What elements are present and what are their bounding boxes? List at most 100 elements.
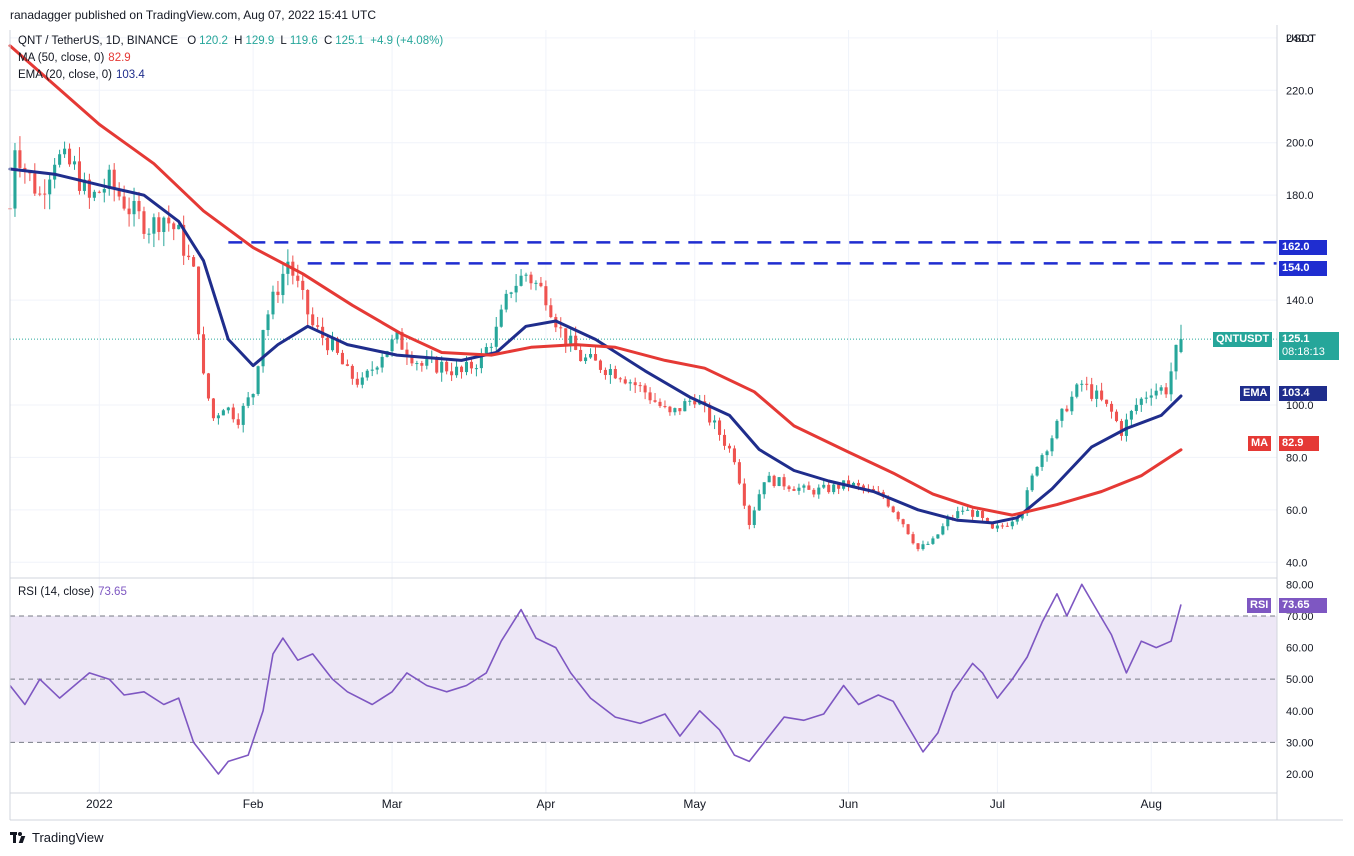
rsi-band [10, 615, 1277, 743]
candle-body [445, 361, 449, 372]
candle-body [618, 378, 622, 380]
candle-body [1090, 384, 1094, 399]
tradingview-logo-icon [10, 832, 28, 843]
tradingview-logo[interactable]: TradingView [10, 830, 104, 845]
symbol-label: QNT / TetherUS, 1D, BINANCE [18, 35, 178, 47]
candle-body [241, 405, 245, 425]
rsi-tick-label: 30.00 [1286, 737, 1314, 749]
rsi-tag-label: RSI [1247, 598, 1272, 613]
rsi-tick-label: 60.00 [1286, 643, 1314, 655]
candle-body [921, 544, 925, 550]
candle-body [1095, 390, 1099, 399]
candle-body [1005, 525, 1009, 527]
rsi-tick-label: 70.00 [1286, 611, 1314, 623]
candle-body [211, 398, 215, 419]
candle-body [266, 314, 270, 331]
candle-body [102, 189, 106, 193]
candle-body [1149, 395, 1153, 398]
candle-body [718, 420, 722, 435]
candle-body [941, 526, 945, 535]
candle-body [335, 338, 340, 353]
ma-tag-label: MA [1248, 436, 1272, 451]
candle-body [395, 332, 399, 340]
candle-body [405, 349, 409, 357]
candle-body [1035, 466, 1039, 476]
candle-body [976, 510, 980, 517]
candle-body [301, 280, 305, 290]
candle-body [569, 335, 573, 345]
candle-body [469, 361, 473, 369]
candle-body [350, 365, 354, 379]
candle-body [1105, 399, 1109, 404]
rsi-line [9, 583, 1182, 775]
candle-body [82, 179, 86, 191]
symbol-tag: QNTUSDT [1213, 332, 1273, 347]
candle-body [608, 369, 612, 376]
candle-body [221, 410, 225, 416]
candle-body [246, 397, 250, 406]
candle-body [256, 366, 260, 395]
candle-body [911, 534, 915, 544]
candle-body [1109, 403, 1114, 412]
candle-body [1139, 398, 1143, 405]
candle-body [534, 282, 538, 284]
high-value: 129.9 [245, 35, 275, 47]
candle-body [559, 327, 563, 329]
candle-body [499, 309, 503, 327]
ohlc-legend: QNT / TetherUS, 1D, BINANCE O 120.2 H 129.… [18, 35, 446, 47]
ma-legend-label: MA (50, close, 0) [18, 52, 105, 64]
candle-body [827, 484, 831, 493]
candle-body [410, 356, 414, 364]
last-price-value: 125.1 [1282, 333, 1310, 345]
candle-body [479, 353, 483, 369]
candle-body [549, 305, 553, 318]
last-price-tag: 125.1 08:18:13 [1279, 332, 1339, 360]
candlestick-series [8, 136, 1183, 552]
candle-body [544, 286, 548, 306]
candle-body [172, 223, 176, 230]
candle-body [722, 434, 727, 446]
candle-body [757, 494, 761, 511]
candle-body [425, 359, 429, 366]
candle-body [584, 357, 588, 362]
candle-body [792, 489, 796, 491]
y-tick-label: 60.0 [1286, 505, 1307, 517]
candle-body [772, 475, 776, 487]
ema-tag-label: EMA [1240, 386, 1271, 401]
candle-body [747, 505, 751, 525]
candle-body [524, 274, 528, 276]
axes [9, 25, 1343, 821]
rsi-legend-value: 73.65 [98, 586, 127, 598]
candle-body [261, 330, 265, 367]
candle-body [1154, 390, 1158, 396]
candle-body [420, 363, 424, 366]
candle-body [683, 401, 687, 412]
candle-body [216, 415, 220, 419]
candle-body [732, 448, 736, 463]
candle-body [1119, 421, 1123, 436]
candle-body [226, 407, 230, 411]
candle-body [1134, 404, 1138, 411]
ema-legend-label: EMA (20, close, 0) [18, 69, 112, 81]
candle-body [961, 510, 965, 512]
candle-body [450, 371, 454, 376]
candle-body [633, 382, 637, 386]
x-tick-label: Aug [1141, 797, 1162, 811]
candle-body [658, 401, 662, 407]
candle-body [1015, 518, 1019, 522]
candle-body [1100, 390, 1104, 400]
candle-body [1129, 410, 1133, 420]
candle-body [147, 233, 151, 235]
candle-body [53, 164, 57, 180]
candle-body [1070, 396, 1074, 412]
grid-lines [10, 30, 1277, 793]
candle-body [752, 510, 756, 525]
candle-body [112, 169, 116, 189]
candle-body [1144, 397, 1148, 399]
candle-body [727, 445, 732, 449]
candle-body [891, 506, 895, 513]
candle-body [519, 275, 523, 286]
candle-body [484, 347, 488, 354]
rsi-legend-label: RSI (14, close) [18, 586, 95, 598]
